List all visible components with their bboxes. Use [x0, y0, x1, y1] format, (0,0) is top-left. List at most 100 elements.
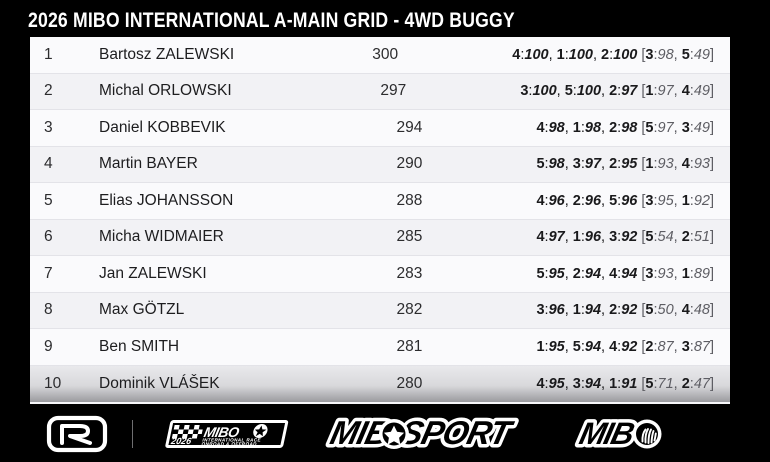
- dropped-close-bracket: ]: [709, 192, 714, 209]
- dropped-lane: 4: [681, 302, 690, 319]
- result-colon: :: [617, 338, 622, 355]
- result-colon: :: [544, 302, 549, 319]
- cell-driver-name: Michal ORLOWSKI: [99, 82, 232, 100]
- table-row[interactable]: 9 Ben SMITH 281 1:95, 5:94, 4:92 [2:87, 3:8…: [30, 329, 730, 366]
- counting-value: 97: [548, 229, 565, 246]
- counting-value: 98: [621, 119, 638, 136]
- result-colon: :: [617, 192, 622, 209]
- mibo-logo: MIB MIB: [559, 413, 709, 455]
- result-separator: ,: [601, 192, 610, 209]
- dropped-value: 92: [693, 192, 710, 209]
- dropped-open-bracket: [: [637, 83, 646, 100]
- counting-value: 98: [584, 119, 602, 136]
- result-separator: ,: [564, 302, 573, 319]
- result-colon: :: [544, 229, 549, 246]
- dropped-open-bracket: [: [637, 302, 646, 319]
- dropped-colon: :: [689, 229, 694, 246]
- counting-lane: 2: [609, 302, 618, 319]
- page-title: 2026 MIBO INTERNATIONAL A-MAIN GRID - 4W…: [28, 9, 515, 32]
- counting-value: 96: [584, 192, 602, 209]
- result-colon: :: [580, 265, 585, 282]
- counting-value: 100: [524, 46, 549, 63]
- counting-lane: 5: [536, 156, 545, 173]
- dropped-value: 49: [693, 83, 710, 100]
- counting-lane: 5: [572, 338, 581, 355]
- dropped-open-bracket: [: [637, 229, 646, 246]
- counting-lane: 4: [536, 119, 545, 136]
- dropped-separator: ,: [673, 338, 682, 355]
- counting-lane: 1: [556, 46, 565, 63]
- dropped-close-bracket: ]: [709, 46, 714, 63]
- dropped-lane: 5: [681, 46, 690, 63]
- counting-value: 100: [576, 83, 602, 100]
- table-row[interactable]: 5 Elias JOHANSSON 288 4:96, 2:96, 5:96 [3:9…: [30, 183, 730, 220]
- cell-round-results: 4:96, 2:96, 5:96 [3:95, 1:92]: [536, 193, 716, 209]
- dropped-colon: :: [653, 156, 658, 173]
- table-row[interactable]: 4 Martin BAYER 290 5:98, 3:97, 2:95 [1:93, …: [30, 146, 730, 183]
- counting-lane: 4: [609, 265, 618, 282]
- cell-driver-name: Max GÖTZL: [99, 301, 185, 319]
- result-colon: :: [544, 192, 549, 209]
- table-row[interactable]: 6 Micha WIDMAIER 285 4:97, 1:96, 3:92 [5:54…: [30, 219, 730, 256]
- counting-lane: 4: [536, 375, 545, 392]
- cell-round-results: 4:98, 1:98, 2:98 [5:97, 3:49]: [536, 120, 716, 136]
- cell-position: 9: [44, 337, 53, 355]
- dropped-colon: :: [689, 265, 694, 282]
- counting-lane: 3: [536, 302, 545, 319]
- cell-position: 7: [44, 264, 53, 282]
- counting-value: 96: [548, 192, 565, 209]
- cell-round-results: 4:100, 1:100, 2:100 [3:98, 5:49]: [512, 47, 716, 63]
- table-row[interactable]: 3 Daniel KOBBEVIK 294 4:98, 1:98, 2:98 [5:9…: [30, 110, 730, 147]
- dropped-lane: 3: [645, 46, 654, 63]
- dropped-lane: 1: [645, 83, 654, 100]
- counting-value: 96: [621, 192, 638, 209]
- reedy-logo: [22, 415, 132, 453]
- dropped-close-bracket: ]: [709, 229, 714, 246]
- table-row[interactable]: 7 Jan ZALEWSKI 283 5:95, 2:94, 4:94 [3:93, …: [30, 256, 730, 293]
- cell-round-results: 1:95, 5:94, 4:92 [2:87, 3:87]: [536, 339, 716, 355]
- dropped-value: 50: [657, 302, 674, 319]
- counting-value: 92: [621, 338, 638, 355]
- result-colon: :: [617, 156, 622, 173]
- counting-lane: 1: [572, 119, 581, 136]
- cell-position: 6: [44, 228, 53, 246]
- counting-value: 95: [548, 338, 565, 355]
- counting-lane: 4: [536, 229, 545, 246]
- svg-text:MIB: MIB: [576, 416, 637, 451]
- table-row[interactable]: 1 Bartosz ZALEWSKI 300 4:100, 1:100, 2:100 …: [30, 37, 730, 74]
- counting-lane: 2: [609, 119, 618, 136]
- result-colon: :: [520, 46, 525, 63]
- dropped-open-bracket: [: [637, 156, 646, 173]
- result-colon: :: [617, 302, 622, 319]
- counting-value: 100: [568, 46, 593, 63]
- dropped-separator: ,: [673, 302, 682, 319]
- result-separator: ,: [564, 338, 573, 355]
- dropped-colon: :: [653, 229, 658, 246]
- dropped-colon: :: [653, 119, 658, 136]
- counting-lane: 1: [609, 375, 618, 392]
- svg-text:MIBO: MIBO: [202, 424, 240, 440]
- table-row[interactable]: 10 Dominik VLÁŠEK 280 4:95, 3:94, 1:91 [5:7…: [30, 365, 730, 402]
- dropped-value: 87: [657, 338, 674, 355]
- dropped-value: 48: [693, 302, 710, 319]
- dropped-lane: 4: [681, 156, 690, 173]
- cell-driver-name: Bartosz ZALEWSKI: [99, 45, 235, 63]
- dropped-lane: 5: [645, 229, 654, 246]
- result-separator: ,: [601, 83, 610, 100]
- dropped-lane: 3: [645, 265, 654, 282]
- result-separator: ,: [601, 338, 610, 355]
- dropped-separator: ,: [673, 265, 682, 282]
- dropped-lane: 4: [681, 83, 690, 100]
- dropped-close-bracket: ]: [709, 83, 714, 100]
- result-separator: ,: [601, 302, 610, 319]
- result-colon: :: [617, 265, 622, 282]
- table-row[interactable]: 8 Max GÖTZL 282 3:96, 1:94, 2:92 [5:50, 4:4…: [30, 292, 730, 329]
- result-colon: :: [580, 119, 585, 136]
- result-colon: :: [580, 375, 585, 392]
- table-row[interactable]: 2 Michal ORLOWSKI 297 3:100, 5:100, 2:97 [1…: [30, 73, 730, 110]
- cell-driver-name: Elias JOHANSSON: [99, 191, 234, 209]
- svg-text:SPORT: SPORT: [397, 415, 517, 452]
- counting-value: 95: [548, 265, 565, 282]
- dropped-colon: :: [653, 375, 658, 392]
- result-colon: :: [609, 46, 614, 63]
